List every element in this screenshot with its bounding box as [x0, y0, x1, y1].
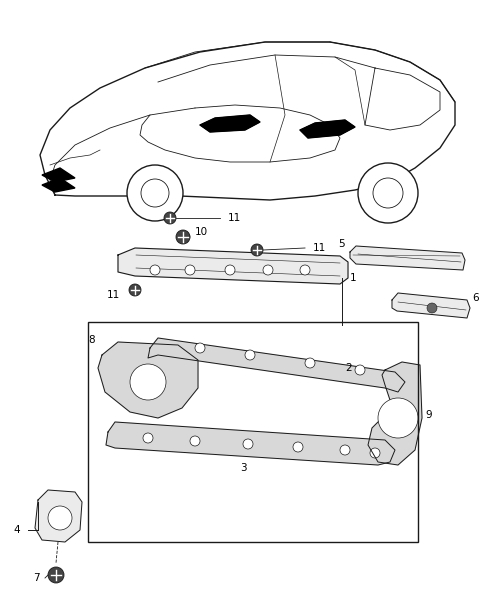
Circle shape — [48, 567, 64, 583]
Text: 5: 5 — [338, 239, 345, 249]
Text: 8: 8 — [88, 335, 95, 345]
Circle shape — [355, 365, 365, 375]
Text: 6: 6 — [472, 293, 479, 303]
Circle shape — [300, 265, 310, 275]
Polygon shape — [35, 490, 82, 542]
Circle shape — [225, 265, 235, 275]
Text: 4: 4 — [13, 525, 20, 535]
Polygon shape — [300, 120, 355, 138]
Circle shape — [245, 350, 255, 360]
Polygon shape — [350, 246, 465, 270]
Text: 1: 1 — [350, 273, 357, 283]
Circle shape — [141, 179, 169, 207]
Text: 11: 11 — [107, 290, 120, 300]
Circle shape — [190, 436, 200, 446]
Text: 11: 11 — [313, 243, 326, 253]
Text: 9: 9 — [425, 410, 432, 420]
Circle shape — [164, 212, 176, 224]
Bar — [88, 322, 418, 542]
Circle shape — [127, 165, 183, 221]
Circle shape — [130, 364, 166, 400]
Circle shape — [129, 284, 141, 296]
Circle shape — [185, 265, 195, 275]
Circle shape — [243, 439, 253, 449]
Circle shape — [378, 398, 418, 438]
Polygon shape — [98, 342, 198, 418]
Polygon shape — [392, 293, 470, 318]
Polygon shape — [40, 42, 455, 200]
Circle shape — [370, 448, 380, 458]
Text: 11: 11 — [228, 213, 241, 223]
Circle shape — [293, 442, 303, 452]
Circle shape — [427, 303, 437, 313]
Text: 10: 10 — [195, 227, 208, 237]
Circle shape — [176, 230, 190, 244]
Text: 7: 7 — [34, 573, 40, 583]
Circle shape — [48, 506, 72, 530]
Polygon shape — [42, 168, 75, 182]
Text: 2: 2 — [345, 363, 352, 373]
Text: 3: 3 — [240, 463, 247, 473]
Polygon shape — [118, 248, 348, 284]
Polygon shape — [200, 115, 260, 132]
Circle shape — [340, 445, 350, 455]
Circle shape — [373, 178, 403, 208]
Circle shape — [251, 244, 263, 256]
Circle shape — [305, 358, 315, 368]
Circle shape — [195, 343, 205, 353]
Circle shape — [358, 163, 418, 223]
Polygon shape — [106, 422, 395, 465]
Circle shape — [143, 433, 153, 443]
Polygon shape — [148, 338, 405, 392]
Polygon shape — [42, 178, 75, 192]
Circle shape — [150, 265, 160, 275]
Polygon shape — [368, 362, 422, 465]
Circle shape — [263, 265, 273, 275]
